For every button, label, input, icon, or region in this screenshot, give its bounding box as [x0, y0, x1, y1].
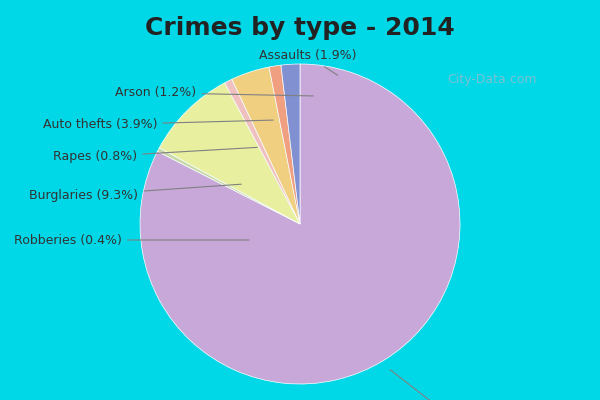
Wedge shape — [232, 67, 300, 224]
Wedge shape — [157, 148, 300, 224]
Text: Robberies (0.4%): Robberies (0.4%) — [14, 234, 249, 246]
Wedge shape — [160, 83, 300, 224]
Text: Assaults (1.9%): Assaults (1.9%) — [259, 50, 357, 75]
Wedge shape — [281, 64, 300, 224]
Wedge shape — [269, 65, 300, 224]
Text: Burglaries (9.3%): Burglaries (9.3%) — [29, 184, 241, 202]
Text: Arson (1.2%): Arson (1.2%) — [115, 86, 313, 99]
Wedge shape — [224, 79, 300, 224]
Wedge shape — [140, 64, 460, 384]
Text: City-Data.com: City-Data.com — [447, 74, 537, 86]
Text: Crimes by type - 2014: Crimes by type - 2014 — [145, 16, 455, 40]
Text: Auto thefts (3.9%): Auto thefts (3.9%) — [43, 118, 273, 131]
Text: Rapes (0.8%): Rapes (0.8%) — [53, 147, 257, 163]
Text: Thefts (82.5%): Thefts (82.5%) — [390, 370, 506, 400]
